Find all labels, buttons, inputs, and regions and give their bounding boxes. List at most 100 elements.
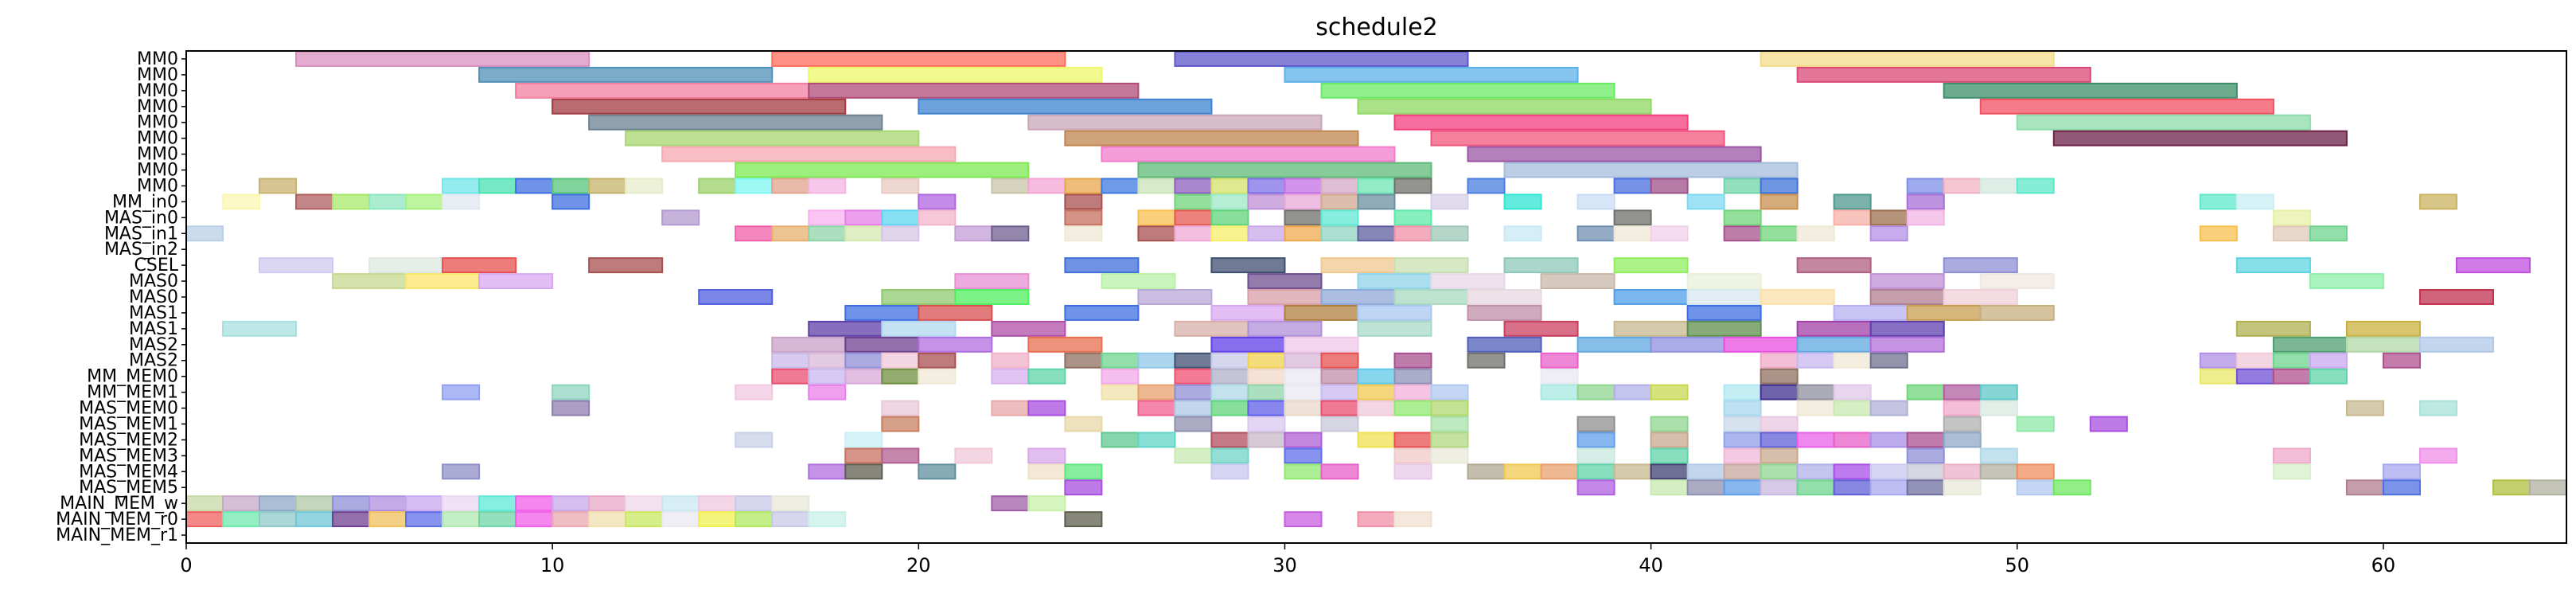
gantt-bar bbox=[1137, 289, 1213, 305]
gantt-bar bbox=[1796, 479, 1835, 496]
gantt-bar bbox=[2418, 289, 2494, 305]
gantt-bar bbox=[1393, 114, 1689, 131]
y-tick-label: MAS_MEM4 bbox=[79, 462, 178, 482]
gantt-bar bbox=[1760, 432, 1799, 448]
gantt-bar bbox=[1869, 400, 1908, 416]
gantt-bar bbox=[808, 384, 847, 401]
gantt-bar bbox=[1357, 98, 1652, 115]
gantt-bar bbox=[735, 178, 774, 194]
gantt-bar bbox=[1320, 368, 1359, 385]
gantt-bar bbox=[1760, 193, 1799, 210]
gantt-bar bbox=[1467, 336, 1542, 353]
gantt-bar bbox=[259, 511, 298, 528]
y-tick-label: MM0 bbox=[137, 97, 178, 117]
gantt-bar bbox=[1174, 416, 1213, 432]
gantt-bar bbox=[1320, 289, 1396, 305]
gantt-bar bbox=[1576, 432, 1615, 448]
gantt-bar bbox=[1210, 178, 1249, 194]
gantt-bar bbox=[1320, 178, 1359, 194]
gantt-bar bbox=[1979, 273, 2055, 290]
gantt-bar bbox=[1393, 178, 1432, 194]
gantt-bar bbox=[1979, 98, 2274, 115]
y-tick-label: MM_in0 bbox=[112, 192, 178, 212]
gantt-bar bbox=[1027, 336, 1103, 353]
gantt-bar bbox=[991, 178, 1030, 194]
gantt-bar bbox=[1906, 178, 1945, 194]
gantt-bar bbox=[1320, 384, 1359, 401]
gantt-bar bbox=[1723, 432, 1762, 448]
gantt-bar bbox=[1540, 352, 1579, 369]
gantt-bar bbox=[1906, 209, 1945, 226]
gantt-bar bbox=[1174, 209, 1213, 226]
gantt-bar bbox=[2272, 209, 2311, 226]
gantt-bar bbox=[1430, 130, 1725, 147]
gantt-bar bbox=[1613, 178, 1652, 194]
gantt-bar bbox=[1686, 289, 1762, 305]
gantt-bar bbox=[1320, 209, 1359, 226]
gantt-bar bbox=[442, 495, 481, 512]
gantt-bar bbox=[844, 432, 883, 448]
gantt-bar bbox=[771, 352, 810, 369]
y-tick-label: MM0 bbox=[137, 145, 178, 165]
gantt-bar bbox=[1943, 257, 2018, 274]
gantt-bar bbox=[1869, 432, 1908, 448]
gantt-bar bbox=[1101, 146, 1396, 162]
gantt-bar bbox=[1247, 384, 1286, 401]
gantt-bar bbox=[918, 336, 993, 353]
gantt-bar bbox=[1650, 447, 1689, 464]
gantt-bar bbox=[1430, 225, 1469, 242]
gantt-bar bbox=[405, 273, 481, 290]
gantt-bar bbox=[1540, 368, 1579, 385]
gantt-bar bbox=[698, 511, 737, 528]
x-tick-label: 10 bbox=[540, 554, 565, 576]
gantt-bar bbox=[1064, 130, 1359, 147]
gantt-bar bbox=[442, 257, 517, 274]
gantt-bar bbox=[2309, 273, 2384, 290]
gantt-bar bbox=[1393, 289, 1469, 305]
gantt-bar bbox=[844, 368, 883, 385]
gantt-bar bbox=[515, 495, 554, 512]
gantt-bar bbox=[1833, 193, 1872, 210]
gantt-bar bbox=[1101, 432, 1140, 448]
gantt-bar bbox=[1101, 352, 1140, 369]
gantt-bar bbox=[881, 178, 920, 194]
gantt-bar bbox=[1430, 416, 1469, 432]
gantt-bar bbox=[2528, 479, 2568, 496]
gantt-bar bbox=[1320, 352, 1359, 369]
gantt-bar bbox=[1284, 447, 1323, 464]
gantt-bar bbox=[1467, 289, 1542, 305]
gantt-bar bbox=[918, 304, 993, 321]
gantt-bar bbox=[771, 178, 810, 194]
gantt-bar bbox=[1247, 273, 1323, 290]
gantt-bar bbox=[1174, 352, 1213, 369]
gantt-bar bbox=[1210, 447, 1249, 464]
gantt-bar bbox=[1650, 384, 1689, 401]
gantt-bar bbox=[1796, 66, 2091, 83]
gantt-bar bbox=[661, 495, 700, 512]
gantt-bar bbox=[1320, 463, 1359, 480]
gantt-bar bbox=[551, 193, 590, 210]
gantt-bar bbox=[2455, 257, 2531, 274]
gantt-bar bbox=[771, 368, 810, 385]
gantt-bar bbox=[771, 495, 810, 512]
gantt-bar bbox=[1760, 384, 1799, 401]
gantt-bar bbox=[405, 193, 444, 210]
y-tick-label: MM0 bbox=[137, 65, 178, 85]
gantt-bar bbox=[1284, 178, 1323, 194]
gantt-bar bbox=[881, 209, 920, 226]
gantt-bar bbox=[1467, 146, 1762, 162]
gantt-bar bbox=[1284, 511, 1323, 528]
gantt-bar bbox=[1064, 511, 1103, 528]
gantt-bar bbox=[2199, 193, 2238, 210]
gantt-bar bbox=[1357, 384, 1396, 401]
gantt-bar bbox=[1174, 384, 1213, 401]
gantt-bar bbox=[1979, 400, 2018, 416]
x-tick-label: 0 bbox=[180, 554, 192, 576]
y-axis-labels: MM0MM0MM0MM0MM0MM0MM0MM0MM0MM_in0MAS_in0… bbox=[56, 49, 186, 545]
gantt-bar bbox=[1979, 463, 2018, 480]
gantt-bar bbox=[2272, 352, 2311, 369]
gantt-bar bbox=[1430, 273, 1506, 290]
gantt-bar bbox=[808, 82, 1140, 99]
gantt-bar bbox=[1320, 193, 1359, 210]
